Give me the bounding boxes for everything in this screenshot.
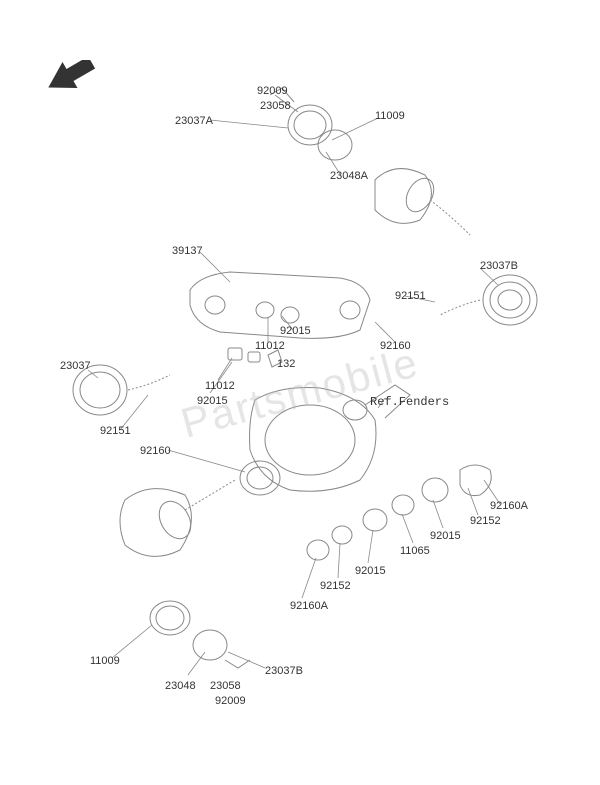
- part-label-11009: 11009: [90, 655, 120, 667]
- part-label-23037: 23037: [60, 360, 91, 372]
- part-label-92151: 92151: [100, 425, 131, 437]
- watermark: Partsmobile: [176, 338, 424, 447]
- part-label-11012: 11012: [205, 380, 235, 392]
- part-label-92152: 92152: [470, 515, 501, 527]
- part-label-11012: 11012: [255, 340, 285, 352]
- part-label-92160: 92160: [140, 445, 171, 457]
- part-label-92015: 92015: [430, 530, 461, 542]
- direction-arrow: [45, 60, 100, 105]
- part-label-23037A: 23037A: [175, 115, 213, 127]
- part-label-92015: 92015: [355, 565, 386, 577]
- part-label-92160A: 92160A: [490, 500, 528, 512]
- ref-fenders-label: Ref.Fenders: [370, 395, 449, 409]
- part-label-23058: 23058: [210, 680, 241, 692]
- part-label-23037B: 23037B: [265, 665, 303, 677]
- part-label-92151: 92151: [395, 290, 426, 302]
- part-label-92160: 92160: [380, 340, 411, 352]
- part-label-11065: 11065: [400, 545, 430, 557]
- part-label-23058: 23058: [260, 100, 291, 112]
- part-label-39137: 39137: [172, 245, 203, 257]
- parts-diagram: Partsmobile 92009 23058 23037A 11009 23048A 3…: [0, 0, 600, 785]
- part-label-23048: 23048: [165, 680, 196, 692]
- part-label-92152: 92152: [320, 580, 351, 592]
- part-label-132: 132: [277, 358, 295, 370]
- part-label-23037B: 23037B: [480, 260, 518, 272]
- part-label-92015: 92015: [280, 325, 311, 337]
- part-label-23048A: 23048A: [330, 170, 368, 182]
- part-label-11009: 11009: [375, 110, 405, 122]
- part-label-92009: 92009: [257, 85, 288, 97]
- part-label-92015: 92015: [197, 395, 228, 407]
- part-label-92160A: 92160A: [290, 600, 328, 612]
- part-label-92009: 92009: [215, 695, 246, 707]
